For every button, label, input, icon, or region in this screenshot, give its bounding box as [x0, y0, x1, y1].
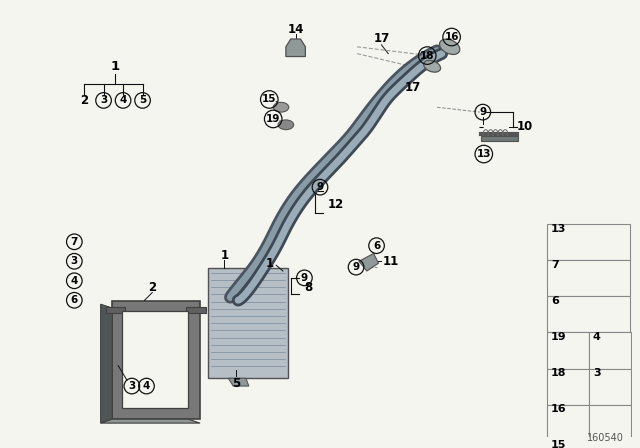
Text: 9: 9	[353, 262, 360, 272]
Text: 10: 10	[516, 120, 533, 133]
Bar	[547, 405, 589, 441]
Text: 6: 6	[373, 241, 380, 251]
Text: 3: 3	[128, 381, 136, 391]
Text: 9: 9	[301, 273, 308, 283]
Text: 6: 6	[70, 295, 78, 305]
Text: 2: 2	[148, 281, 156, 294]
Bar	[481, 137, 518, 142]
Ellipse shape	[273, 102, 289, 112]
Text: 9: 9	[479, 107, 486, 117]
Text: 11: 11	[383, 255, 399, 268]
Bar	[122, 311, 188, 408]
Text: 13: 13	[551, 224, 566, 234]
Bar	[589, 332, 631, 369]
Text: 9: 9	[316, 182, 324, 192]
Bar	[589, 441, 631, 448]
Text: 17: 17	[404, 81, 420, 94]
Text: 3: 3	[100, 95, 107, 105]
Polygon shape	[228, 378, 249, 386]
Text: 17: 17	[373, 33, 390, 46]
Text: 7: 7	[551, 260, 559, 270]
Text: 4: 4	[143, 381, 150, 391]
Text: 4: 4	[120, 95, 127, 105]
Text: 3: 3	[70, 256, 78, 266]
Text: 4: 4	[70, 276, 78, 286]
Text: 19: 19	[266, 114, 280, 124]
Polygon shape	[359, 254, 378, 271]
Text: 1: 1	[265, 257, 273, 270]
Text: 8: 8	[304, 281, 312, 294]
Ellipse shape	[424, 60, 440, 72]
Bar	[547, 332, 589, 369]
Text: 18: 18	[551, 368, 566, 378]
Bar	[547, 369, 589, 405]
Bar	[208, 268, 288, 378]
Text: 7: 7	[70, 237, 78, 247]
Bar	[547, 441, 589, 448]
Text: 18: 18	[420, 51, 435, 60]
Polygon shape	[100, 419, 200, 423]
Bar	[106, 307, 125, 313]
Text: 15: 15	[551, 440, 566, 448]
Bar	[113, 301, 200, 419]
Text: 1: 1	[111, 60, 120, 73]
Bar	[547, 224, 630, 260]
Text: 1: 1	[220, 249, 228, 262]
Polygon shape	[286, 39, 305, 56]
Bar	[547, 297, 630, 332]
Text: 5: 5	[232, 377, 240, 390]
Text: 5: 5	[139, 95, 146, 105]
Text: 19: 19	[551, 332, 566, 342]
Bar	[547, 260, 630, 297]
Ellipse shape	[278, 120, 294, 129]
Ellipse shape	[440, 39, 460, 55]
Text: 6: 6	[551, 296, 559, 306]
Text: 3: 3	[593, 368, 600, 378]
Text: 16: 16	[444, 32, 459, 42]
Bar	[589, 405, 631, 441]
Text: 16: 16	[551, 405, 566, 414]
Text: 4: 4	[593, 332, 601, 342]
Text: 15: 15	[262, 95, 276, 104]
Bar	[589, 369, 631, 405]
Text: 12: 12	[328, 198, 344, 211]
Text: 2: 2	[80, 94, 88, 107]
Polygon shape	[100, 304, 113, 423]
Text: 160540: 160540	[588, 433, 624, 443]
Bar	[186, 307, 206, 313]
Text: 13: 13	[477, 149, 491, 159]
Text: 14: 14	[287, 23, 304, 36]
